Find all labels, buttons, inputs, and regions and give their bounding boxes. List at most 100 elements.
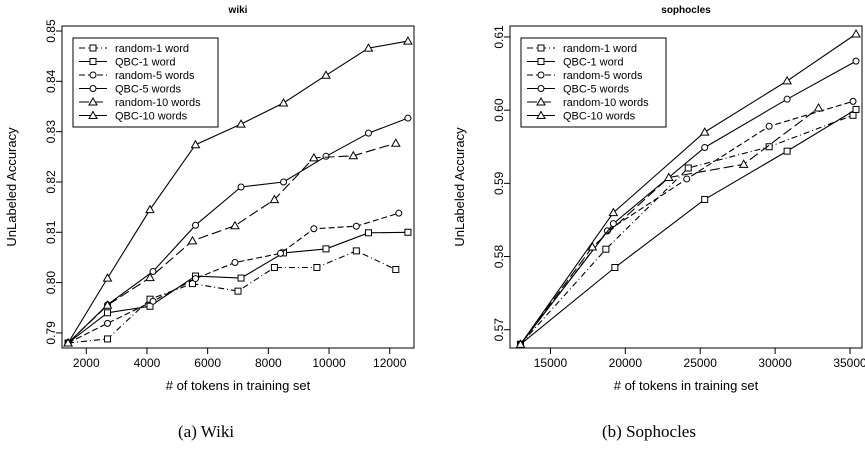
data-point [849,111,857,119]
y-tick-label: 0.60 [492,98,506,122]
data-point [392,266,400,274]
legend-marker [537,85,545,92]
data-point [104,319,112,327]
data-point [765,122,773,130]
y-tick-label: 0.81 [44,220,58,244]
legend-label: QBC-1 word [115,57,176,69]
data-point [364,129,372,137]
legend-label: QBC-10 words [563,111,636,123]
data-point [395,209,403,217]
data-point [699,127,710,136]
caption-wiki: (a) Wiki [178,422,235,441]
data-point [149,297,157,305]
chart-panel-wiki: wiki 2000 4000 6000 8000 10000 12000 0.79 0.80 0.… [4,5,415,393]
data-point [231,258,239,266]
data-point [230,220,240,230]
legend-marker [537,71,545,79]
series-line-random-5-words [520,100,854,345]
data-point [363,43,374,52]
chart-title: sophocles [661,5,711,16]
data-point [310,225,318,233]
data-point [102,300,113,309]
y-tick-label: 0.79 [44,321,58,345]
data-point [234,287,242,295]
data-point [237,274,245,282]
data-point [309,152,319,162]
data-point [765,143,773,151]
x-tick-label: 4000 [134,356,161,370]
data-point [237,183,245,191]
legend-marker [88,96,98,106]
y-tick-label: 0.82 [44,170,58,194]
legend-label: random-1 word [563,43,637,55]
data-point [738,159,749,168]
series-line-random-1-word [520,114,854,345]
data-point [276,249,284,257]
data-point [602,245,610,253]
data-point [404,114,412,122]
legend-box [520,37,667,128]
legend-marker [536,96,546,106]
data-point [145,204,155,214]
x-tick-label: 6000 [194,356,221,370]
data-point [852,105,860,113]
y-tick-label: 0.85 [44,19,58,43]
y-axis-label: UnLabeled Accuracy [4,127,19,247]
series-line-random-1-word [68,250,397,344]
data-point [280,178,288,186]
x-tick-label: 15000 [534,356,568,370]
x-tick-label: 12000 [373,356,407,370]
y-tick-label: 0.57 [492,318,506,342]
x-axis-label: # of tokens in training set [166,378,311,393]
data-point [851,29,861,38]
legend-label: QBC-5 words [563,84,630,96]
data-point [321,70,331,79]
data-point [236,119,246,128]
data-point [683,175,691,183]
legend-label: random-5 words [563,70,643,82]
legend-box [72,37,219,128]
legend-marker [88,110,98,119]
x-axis-label: # of tokens in training set [614,378,759,393]
x-tick-label: 30000 [758,356,792,370]
data-point [322,152,330,160]
data-point [269,194,280,204]
series-line-QBC-5-words [67,117,409,344]
legend-label: random-1 word [115,43,189,55]
data-point [104,335,112,343]
data-point [192,221,200,229]
data-point [192,275,200,283]
legend-label: random-10 words [115,97,201,109]
legend-label: QBC-10 words [115,111,188,123]
plot-frame [61,25,415,349]
legend-label: QBC-5 words [115,84,182,96]
legend-marker [89,85,97,92]
legend-marker [89,58,97,65]
data-point [364,229,372,237]
data-point [322,245,330,253]
data-point [403,36,413,45]
data-point [278,97,289,107]
data-point [187,235,198,245]
legend-label: random-5 words [115,70,195,82]
y-tick-label: 0.61 [492,25,506,49]
legend-marker [536,110,546,119]
y-tick-label: 0.80 [44,271,58,295]
data-point [701,195,709,203]
data-point [515,339,526,348]
data-point [611,264,619,271]
legend-marker [537,44,545,52]
data-point [63,337,73,347]
data-point [348,150,359,160]
series-line-QBC-1-word [520,108,857,345]
x-tick-label: 2000 [73,356,100,370]
legend-marker [89,71,97,79]
data-point [270,264,278,271]
data-point [104,309,112,317]
data-point [149,268,157,276]
data-point [609,220,617,228]
data-point [813,102,824,112]
data-point [352,247,360,255]
data-point [145,272,155,282]
